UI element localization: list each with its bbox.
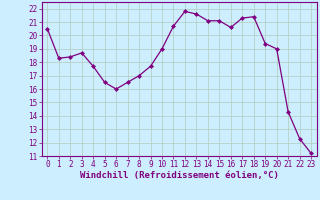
X-axis label: Windchill (Refroidissement éolien,°C): Windchill (Refroidissement éolien,°C) [80, 171, 279, 180]
